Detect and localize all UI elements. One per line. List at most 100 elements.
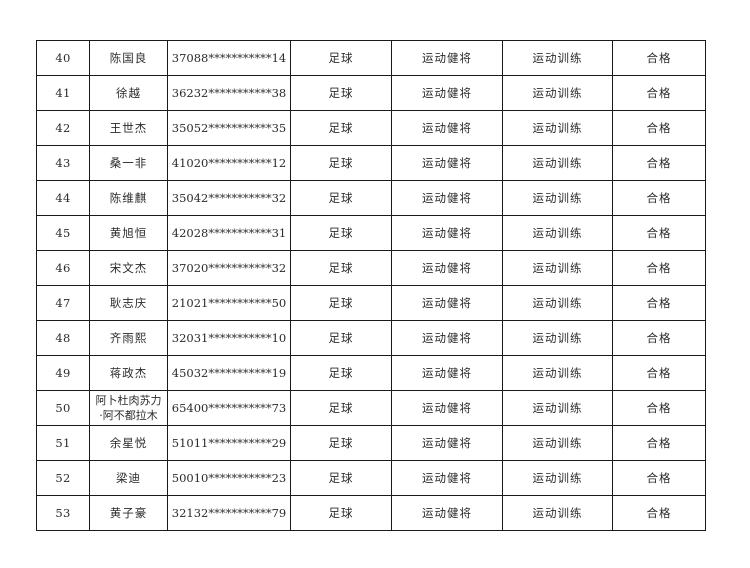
cell-athlete-grade: 运动健将 bbox=[391, 180, 503, 216]
cell-id-card-number: 35052***********35 bbox=[167, 110, 291, 146]
cell-athlete-grade: 运动健将 bbox=[391, 250, 503, 286]
cell-athlete-name: 陈国良 bbox=[89, 40, 168, 76]
cell-athlete-grade: 运动健将 bbox=[391, 320, 503, 356]
cell-athlete-name: 王世杰 bbox=[89, 110, 168, 146]
cell-applied-major: 运动训练 bbox=[502, 460, 613, 496]
cell-athlete-name: 蒋政杰 bbox=[89, 355, 168, 391]
table-row: 51 余星悦 51011***********29 足球 运动健将 运动训练 合格 bbox=[36, 425, 706, 461]
cell-athlete-grade: 运动健将 bbox=[391, 285, 503, 321]
cell-applied-major: 运动训练 bbox=[502, 285, 613, 321]
cell-sequence-number: 44 bbox=[36, 180, 90, 216]
cell-id-card-number: 41020***********12 bbox=[167, 145, 291, 181]
cell-qualification-result: 合格 bbox=[612, 460, 706, 496]
cell-sequence-number: 43 bbox=[36, 145, 90, 181]
cell-sequence-number: 50 bbox=[36, 390, 90, 426]
cell-sequence-number: 51 bbox=[36, 425, 90, 461]
cell-sequence-number: 42 bbox=[36, 110, 90, 146]
cell-qualification-result: 合格 bbox=[612, 75, 706, 111]
cell-sport-event: 足球 bbox=[290, 40, 392, 76]
cell-athlete-name: 桑一非 bbox=[89, 145, 168, 181]
athlete-name-line-2: ·阿不都拉木 bbox=[99, 409, 158, 422]
cell-sequence-number: 53 bbox=[36, 495, 90, 531]
table-row: 43 桑一非 41020***********12 足球 运动健将 运动训练 合格 bbox=[36, 145, 706, 181]
cell-sport-event: 足球 bbox=[290, 355, 392, 391]
roster-table-container: 40 陈国良 37088***********14 足球 运动健将 运动训练 合格 41 徐越 3… bbox=[36, 40, 706, 531]
cell-sport-event: 足球 bbox=[290, 250, 392, 286]
cell-athlete-name: 陈维麒 bbox=[89, 180, 168, 216]
cell-sport-event: 足球 bbox=[290, 180, 392, 216]
cell-athlete-name: 宋文杰 bbox=[89, 250, 168, 286]
cell-applied-major: 运动训练 bbox=[502, 180, 613, 216]
cell-athlete-name: 耿志庆 bbox=[89, 285, 168, 321]
table-row: 52 梁迪 50010***********23 足球 运动健将 运动训练 合格 bbox=[36, 460, 706, 496]
cell-athlete-name: 黄子豪 bbox=[89, 495, 168, 531]
cell-qualification-result: 合格 bbox=[612, 425, 706, 461]
cell-athlete-grade: 运动健将 bbox=[391, 495, 503, 531]
table-row: 49 蒋政杰 45032***********19 足球 运动健将 运动训练 合格 bbox=[36, 355, 706, 391]
cell-athlete-grade: 运动健将 bbox=[391, 390, 503, 426]
table-row: 44 陈维麒 35042***********32 足球 运动健将 运动训练 合格 bbox=[36, 180, 706, 216]
cell-qualification-result: 合格 bbox=[612, 215, 706, 251]
cell-sport-event: 足球 bbox=[290, 215, 392, 251]
cell-athlete-grade: 运动健将 bbox=[391, 75, 503, 111]
table-row: 40 陈国良 37088***********14 足球 运动健将 运动训练 合格 bbox=[36, 40, 706, 76]
cell-sequence-number: 49 bbox=[36, 355, 90, 391]
athlete-name-line-1: 阿卜杜肉苏力 bbox=[95, 394, 162, 407]
cell-sport-event: 足球 bbox=[290, 145, 392, 181]
cell-sport-event: 足球 bbox=[290, 425, 392, 461]
cell-athlete-grade: 运动健将 bbox=[391, 215, 503, 251]
cell-sequence-number: 41 bbox=[36, 75, 90, 111]
cell-qualification-result: 合格 bbox=[612, 250, 706, 286]
cell-applied-major: 运动训练 bbox=[502, 425, 613, 461]
cell-athlete-name: 余星悦 bbox=[89, 425, 168, 461]
cell-qualification-result: 合格 bbox=[612, 40, 706, 76]
cell-sport-event: 足球 bbox=[290, 390, 392, 426]
cell-applied-major: 运动训练 bbox=[502, 215, 613, 251]
cell-id-card-number: 65400***********73 bbox=[167, 390, 291, 426]
cell-athlete-grade: 运动健将 bbox=[391, 355, 503, 391]
table-row: 42 王世杰 35052***********35 足球 运动健将 运动训练 合格 bbox=[36, 110, 706, 146]
cell-qualification-result: 合格 bbox=[612, 180, 706, 216]
table-row: 46 宋文杰 37020***********32 足球 运动健将 运动训练 合格 bbox=[36, 250, 706, 286]
table-row: 47 耿志庆 21021***********50 足球 运动健将 运动训练 合格 bbox=[36, 285, 706, 321]
cell-applied-major: 运动训练 bbox=[502, 40, 613, 76]
table-row: 50 阿卜杜肉苏力 ·阿不都拉木 65400***********73 足球 运动健将 运动… bbox=[36, 390, 706, 426]
cell-athlete-name: 徐越 bbox=[89, 75, 168, 111]
cell-sport-event: 足球 bbox=[290, 110, 392, 146]
cell-id-card-number: 36232***********38 bbox=[167, 75, 291, 111]
cell-sequence-number: 45 bbox=[36, 215, 90, 251]
cell-athlete-name: 梁迪 bbox=[89, 460, 168, 496]
athlete-roster-table: 40 陈国良 37088***********14 足球 运动健将 运动训练 合格 41 徐越 3… bbox=[36, 40, 706, 531]
roster-table-body: 40 陈国良 37088***********14 足球 运动健将 运动训练 合格 41 徐越 3… bbox=[36, 40, 706, 531]
cell-athlete-grade: 运动健将 bbox=[391, 425, 503, 461]
cell-applied-major: 运动训练 bbox=[502, 495, 613, 531]
cell-applied-major: 运动训练 bbox=[502, 390, 613, 426]
cell-id-card-number: 37020***********32 bbox=[167, 250, 291, 286]
cell-qualification-result: 合格 bbox=[612, 285, 706, 321]
table-row: 45 黄旭恒 42028***********31 足球 运动健将 运动训练 合格 bbox=[36, 215, 706, 251]
cell-athlete-grade: 运动健将 bbox=[391, 110, 503, 146]
table-row: 53 黄子豪 32132***********79 足球 运动健将 运动训练 合格 bbox=[36, 495, 706, 531]
cell-athlete-grade: 运动健将 bbox=[391, 40, 503, 76]
cell-id-card-number: 42028***********31 bbox=[167, 215, 291, 251]
cell-qualification-result: 合格 bbox=[612, 145, 706, 181]
cell-sport-event: 足球 bbox=[290, 495, 392, 531]
cell-applied-major: 运动训练 bbox=[502, 75, 613, 111]
cell-sport-event: 足球 bbox=[290, 320, 392, 356]
cell-applied-major: 运动训练 bbox=[502, 320, 613, 356]
cell-athlete-name: 阿卜杜肉苏力 ·阿不都拉木 bbox=[89, 390, 168, 426]
cell-qualification-result: 合格 bbox=[612, 495, 706, 531]
cell-id-card-number: 50010***********23 bbox=[167, 460, 291, 496]
cell-qualification-result: 合格 bbox=[612, 390, 706, 426]
cell-id-card-number: 21021***********50 bbox=[167, 285, 291, 321]
cell-id-card-number: 32132***********79 bbox=[167, 495, 291, 531]
cell-sport-event: 足球 bbox=[290, 75, 392, 111]
cell-id-card-number: 32031***********10 bbox=[167, 320, 291, 356]
cell-id-card-number: 51011***********29 bbox=[167, 425, 291, 461]
cell-id-card-number: 35042***********32 bbox=[167, 180, 291, 216]
cell-sport-event: 足球 bbox=[290, 460, 392, 496]
cell-sport-event: 足球 bbox=[290, 285, 392, 321]
cell-sequence-number: 46 bbox=[36, 250, 90, 286]
cell-qualification-result: 合格 bbox=[612, 320, 706, 356]
